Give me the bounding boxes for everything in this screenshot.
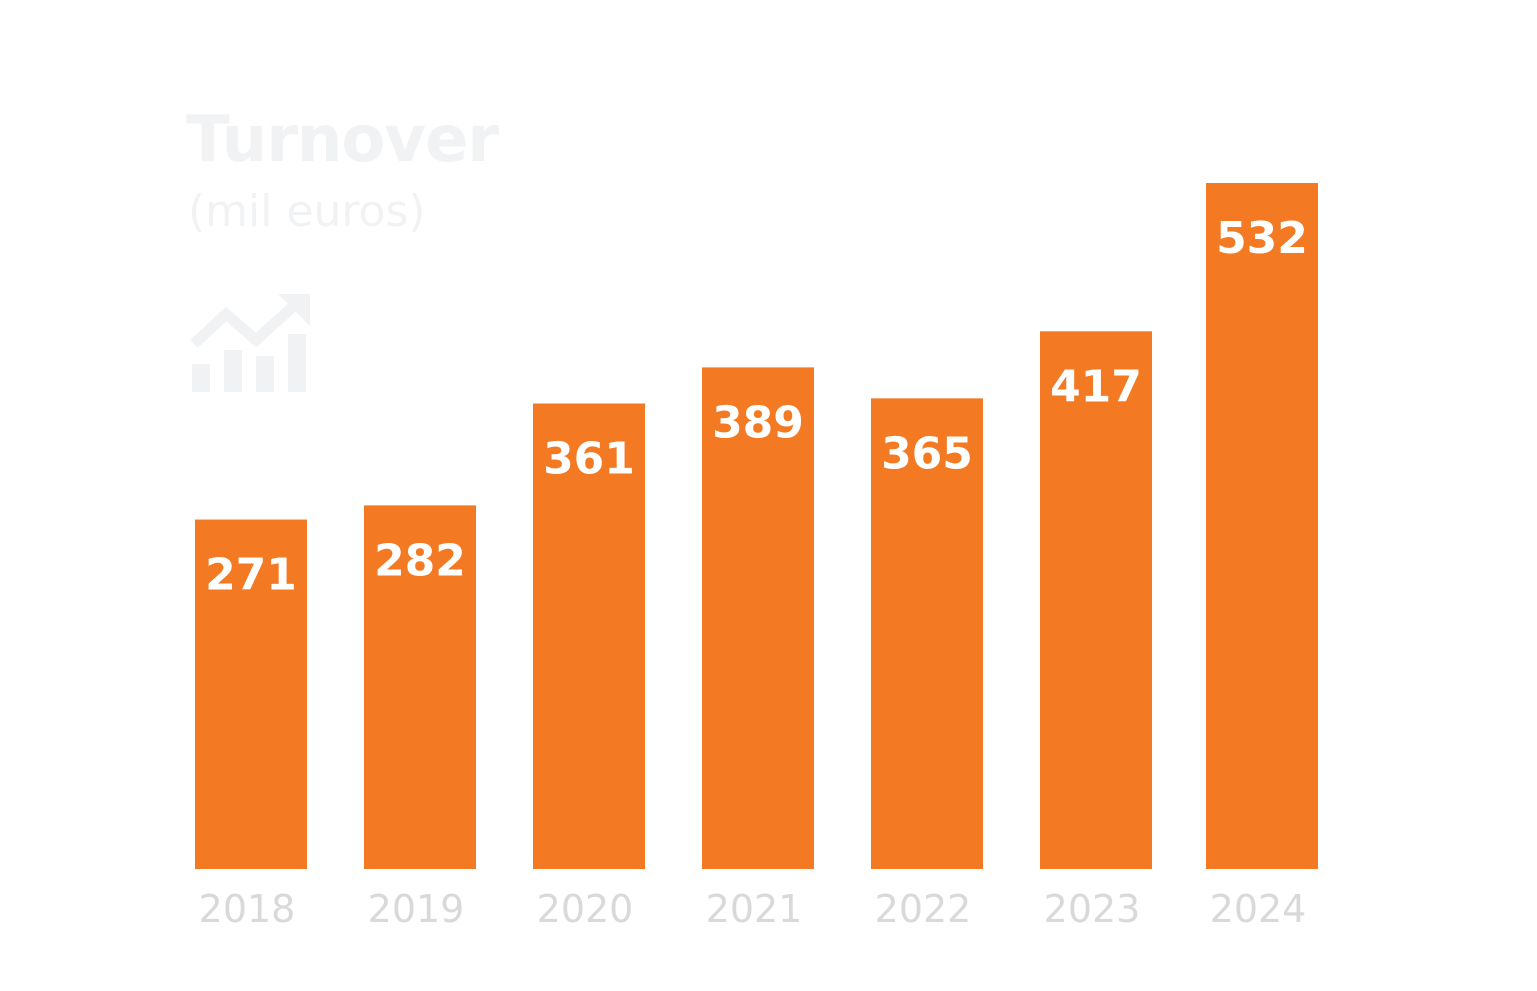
bar-value-label-2024: 532 — [1216, 213, 1308, 264]
x-tick-label-2022: 2022 — [875, 887, 972, 931]
x-tick-label-2020: 2020 — [537, 887, 634, 931]
bar-2023 — [1040, 331, 1152, 870]
x-tick-label-2018: 2018 — [199, 887, 296, 931]
bar-value-label-2021: 389 — [712, 397, 804, 448]
chart-subtitle: (mil euros) — [188, 186, 426, 237]
bar-2020 — [533, 403, 645, 869]
bar-value-label-2018: 271 — [205, 550, 297, 601]
bar-2022 — [871, 398, 983, 869]
trend-icon-bar-2 — [224, 350, 242, 392]
bar-2018 — [195, 519, 307, 869]
chart-title: Turnover — [186, 103, 499, 177]
trend-icon-bar-1 — [192, 364, 210, 392]
bar-value-label-2020: 361 — [543, 434, 635, 485]
x-tick-label-2023: 2023 — [1044, 887, 1141, 931]
bar-2019 — [364, 505, 476, 869]
x-tick-label-2021: 2021 — [706, 887, 803, 931]
bar-value-label-2022: 365 — [881, 428, 973, 479]
x-tick-label-2019: 2019 — [368, 887, 465, 931]
bar-value-label-2019: 282 — [374, 535, 466, 586]
bar-value-label-2023: 417 — [1050, 361, 1142, 412]
bar-2024 — [1206, 183, 1318, 869]
bar-chart-trending-up-icon — [190, 294, 310, 392]
trend-icon-bar-3 — [256, 356, 274, 392]
x-tick-label-2024: 2024 — [1210, 887, 1307, 931]
trend-icon-line — [190, 297, 302, 349]
trend-icon-arrowhead — [278, 294, 310, 326]
bar-2021 — [702, 367, 814, 869]
trend-icon-bar-4 — [288, 334, 306, 392]
